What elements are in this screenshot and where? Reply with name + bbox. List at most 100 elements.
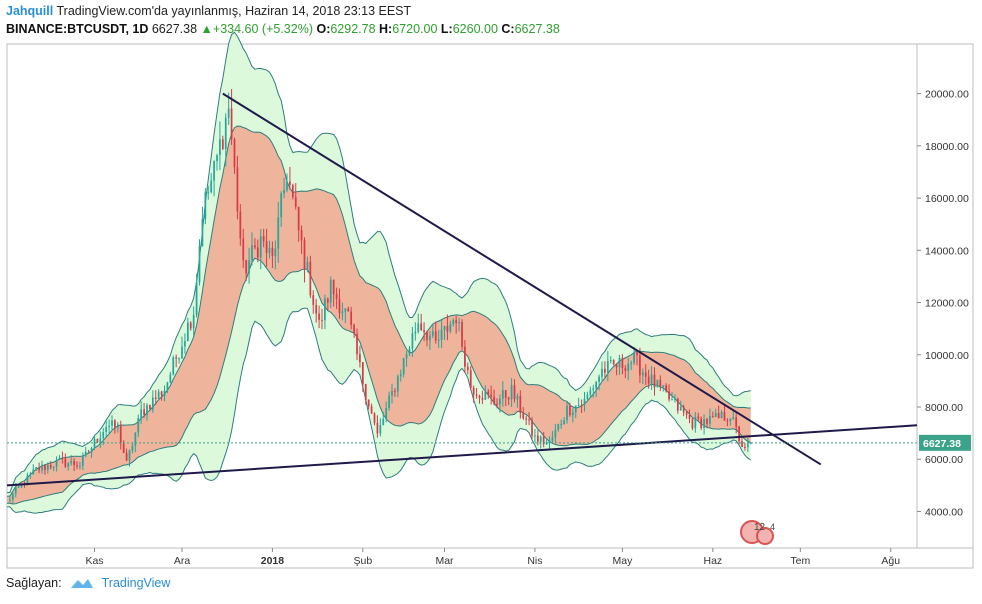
candle-body <box>437 339 440 341</box>
tradingview-link[interactable]: TradingView <box>101 576 171 590</box>
candle-body <box>548 440 551 443</box>
price-axis[interactable]: 4000.00 6000.00 8000.00 10000.00 12000.00 140… <box>917 89 969 519</box>
candle-body <box>324 298 326 321</box>
candle-body <box>96 438 99 443</box>
candle-body <box>9 499 11 501</box>
candle-body <box>525 418 528 420</box>
candle-body <box>125 452 128 461</box>
candle-body <box>154 397 157 400</box>
candle-body <box>499 398 501 405</box>
candle-body <box>452 320 455 325</box>
open-label: O: <box>316 22 331 36</box>
candle-body <box>14 487 17 494</box>
candle-body <box>52 466 55 468</box>
candle-body <box>347 308 350 312</box>
candle-body <box>163 390 166 396</box>
footer: Sağlayan: TradingView <box>6 576 170 590</box>
y-tick-label: 18000.00 <box>925 141 969 153</box>
candle-body <box>598 376 600 382</box>
last-price: 6627.38 <box>151 22 198 36</box>
candle-body <box>99 438 102 443</box>
candle-body <box>700 418 703 428</box>
candle-body <box>449 324 452 332</box>
candle-body <box>586 394 589 399</box>
candle-body <box>519 395 522 413</box>
candle-body <box>417 323 420 332</box>
candle-body <box>207 192 210 194</box>
candle-body <box>592 388 595 391</box>
candle-body <box>574 405 577 413</box>
candle-body <box>114 420 116 428</box>
trendline[interactable] <box>222 92 822 466</box>
provider-label: Sağlayan: <box>6 576 62 590</box>
candle-body <box>653 374 656 388</box>
tradingview-logo-icon[interactable] <box>70 576 94 590</box>
candle-body <box>399 374 402 377</box>
candle-body <box>481 397 484 400</box>
x-tick-label: 2018 <box>261 555 285 567</box>
candle-body <box>487 391 490 395</box>
candle-body <box>551 437 554 441</box>
candle-body <box>522 412 525 419</box>
events-badge[interactable]: 12 4 <box>740 520 775 545</box>
low-value: 6260.00 <box>452 22 498 36</box>
candle-body <box>102 431 105 439</box>
trendlines[interactable] <box>6 92 918 487</box>
candle-body <box>554 429 557 438</box>
candle-body <box>647 376 650 384</box>
candle-body <box>131 445 134 451</box>
candle-body <box>370 406 373 414</box>
candle-body <box>461 321 463 347</box>
candle-body <box>726 420 729 422</box>
candle-body <box>714 412 717 417</box>
candle-body <box>633 352 635 363</box>
candle-body <box>627 363 630 371</box>
candle-body <box>510 385 513 400</box>
candle-body <box>580 404 583 406</box>
candle-body <box>411 333 414 349</box>
candle-body <box>711 416 714 418</box>
candle-body <box>679 406 682 411</box>
candle-body <box>583 398 586 406</box>
candle-body <box>221 139 224 149</box>
candle-body <box>496 403 498 405</box>
candle-body <box>644 372 647 377</box>
author-name[interactable]: Jahquill <box>6 4 54 18</box>
candle-body <box>303 240 306 270</box>
candle-body <box>309 261 312 296</box>
candle-body <box>192 314 195 329</box>
trendline[interactable] <box>6 424 918 487</box>
candle-body <box>143 409 145 415</box>
x-tick-label: Nis <box>527 555 542 567</box>
candle-body <box>630 362 633 364</box>
candle-body <box>108 425 110 427</box>
y-tick-label: 12000.00 <box>925 298 969 310</box>
time-axis[interactable]: Kas Ara 2018 Şub Mar Nis May Haz Tem Ağu <box>85 548 900 567</box>
candle-body <box>531 420 533 436</box>
candle-body <box>251 245 253 261</box>
candle-body <box>359 354 361 363</box>
candle-body <box>706 419 708 424</box>
symbol-label[interactable]: BINANCE:BTCUSDT, 1D <box>6 22 149 36</box>
candle-body <box>140 409 143 418</box>
candle-body <box>26 475 29 486</box>
candle-body <box>224 117 227 149</box>
candle-body <box>195 282 198 315</box>
x-tick-label: Ağu <box>881 555 900 567</box>
candle-body <box>268 247 271 253</box>
inner-band <box>6 125 751 505</box>
candle-body <box>291 184 294 197</box>
candle-body <box>227 108 230 118</box>
candle-body <box>90 447 93 453</box>
candle-body <box>577 404 580 406</box>
candle-body <box>671 399 673 401</box>
candle-body <box>318 313 320 320</box>
candle-body <box>61 457 64 459</box>
candle-body <box>49 464 52 468</box>
y-tick-label: 6000.00 <box>925 454 963 466</box>
candle-body <box>157 391 160 400</box>
candle-body <box>201 219 204 247</box>
y-tick-label: 8000.00 <box>925 402 963 414</box>
candle-body <box>394 390 396 392</box>
